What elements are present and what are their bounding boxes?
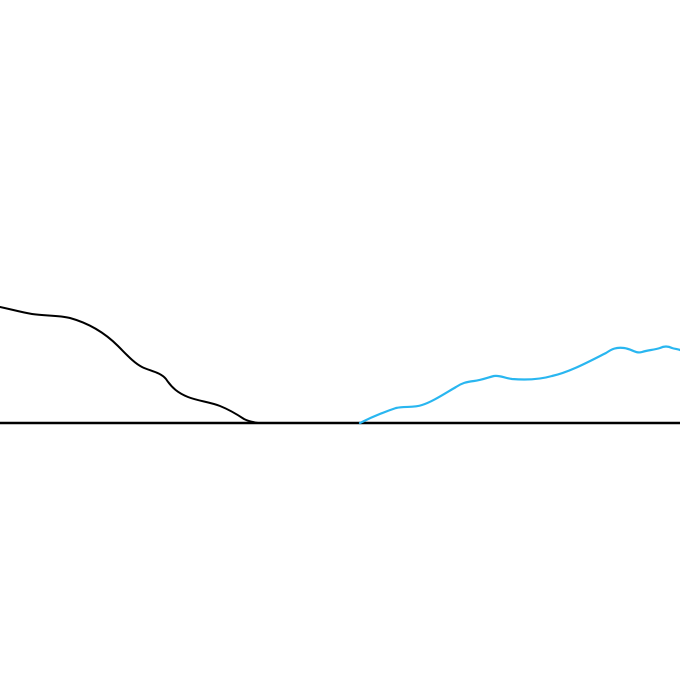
left-descending-curve xyxy=(0,306,259,424)
right-ascending-curve xyxy=(358,345,680,425)
